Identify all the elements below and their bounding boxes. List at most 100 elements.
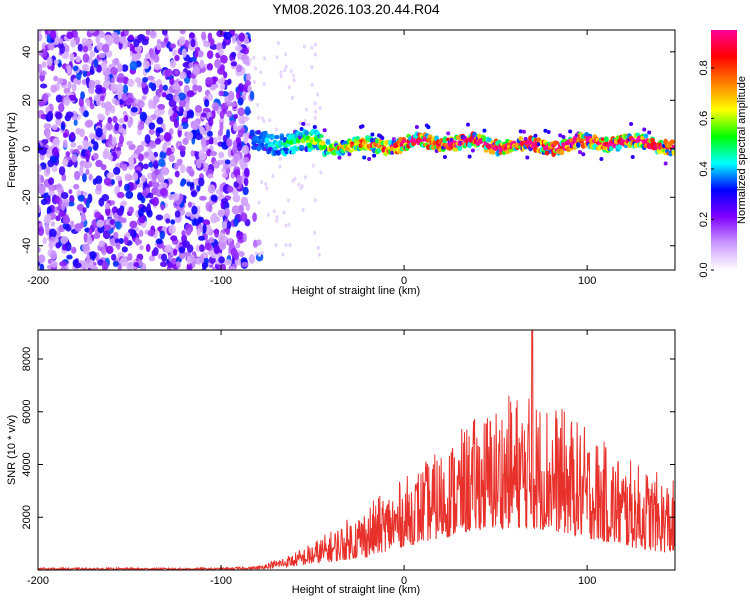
spectrogram-cell <box>194 104 202 113</box>
spectrogram-cell <box>310 65 314 70</box>
spectrogram-cell <box>223 31 232 40</box>
spectrogram-cell <box>81 213 86 223</box>
spectrogram-cell <box>70 141 77 148</box>
spectrogram-cell <box>312 125 317 130</box>
spectrogram-cell <box>46 56 53 67</box>
spectrogram-cell <box>118 117 125 124</box>
spectrogram-cell <box>144 53 151 60</box>
spectrogram-cell <box>559 149 565 156</box>
spectrogram-cell <box>297 182 301 187</box>
spectrogram-cell <box>77 145 83 151</box>
spectrogram-cell <box>256 102 260 107</box>
spectrogram-cell <box>208 237 215 244</box>
spectrogram-cell <box>442 155 447 160</box>
spectrogram-cell <box>141 189 148 197</box>
spectrogram-cell <box>73 119 78 126</box>
spectrogram-cell <box>121 246 128 253</box>
spectrogram-cell <box>128 116 134 126</box>
colorbar-ticks: 0.0 0.2 0.4 0.6 0.8 <box>698 60 714 278</box>
spectrogram-cell <box>57 62 62 68</box>
spectrogram-cell <box>370 132 375 137</box>
spectrogram-cell <box>190 150 195 157</box>
spectrogram-cell <box>179 164 186 174</box>
spectrogram-cell <box>187 201 192 208</box>
spectrogram-cell <box>272 145 278 151</box>
spectrogram-cell <box>204 99 210 108</box>
spectrogram-cell <box>38 33 43 42</box>
spectrogram-cell <box>210 194 218 202</box>
spectrogram-cell <box>148 99 154 109</box>
spectrogram-cell <box>100 164 107 171</box>
spectrogram-cell <box>88 30 96 33</box>
spectrogram-cell <box>179 71 187 80</box>
spectrogram-cell <box>142 76 149 83</box>
spectrogram-cell <box>120 200 128 207</box>
spectrogram-cell <box>132 172 139 182</box>
spectrogram-cell <box>211 109 216 119</box>
spectrogram-cell <box>138 153 144 162</box>
spectrogram-cell <box>172 49 177 57</box>
spectrogram-cell <box>222 172 229 179</box>
spectrogram-cell <box>148 161 154 168</box>
spectrogram-cell <box>281 252 285 257</box>
spectrogram-cell <box>116 207 124 216</box>
spectrogram-cell <box>76 78 82 86</box>
spectrogram-cell <box>647 130 652 135</box>
spectrogram-cell <box>362 155 367 160</box>
spectrogram-cell <box>256 115 260 120</box>
spectrogram-cell <box>230 247 238 257</box>
spectrogram-cell <box>38 226 45 237</box>
spectrogram-cell <box>182 61 191 68</box>
spectrogram-cell <box>148 128 155 135</box>
spectrogram-cell <box>41 61 47 68</box>
spectrogram-cell <box>129 220 138 229</box>
spectrogram-cell <box>178 98 187 108</box>
spectrogram-cell <box>92 233 101 240</box>
spectrogram-cell <box>66 254 73 260</box>
spectrogram-cell <box>45 130 51 141</box>
spectrogram-cell <box>136 100 145 109</box>
spectrogram-cell <box>62 216 71 225</box>
spectrogram-cell <box>71 246 77 254</box>
spectrogram-cell <box>121 163 128 172</box>
spectrogram-cell <box>67 81 72 90</box>
spectrogram-cell <box>94 79 101 86</box>
spectrogram-cell <box>38 30 42 34</box>
spectrogram-cell <box>178 36 186 46</box>
spectrogram-cell <box>47 190 55 196</box>
spectrogram-cell <box>141 95 147 101</box>
spectrogram-cell <box>165 218 171 224</box>
spectrogram-cell <box>284 52 288 57</box>
spectrogram-cell <box>151 181 160 189</box>
spectrogram-cell <box>446 131 451 136</box>
spectrogram-cell <box>199 152 207 161</box>
spectrogram-cell <box>69 195 75 204</box>
spectrogram-cell <box>156 116 164 125</box>
spectrogram-cell <box>104 75 110 82</box>
spectrogram-cell <box>232 169 241 176</box>
spectrogram-cell <box>112 231 119 239</box>
spectrogram-cell <box>65 224 72 232</box>
spectrogram-frame <box>37 29 676 271</box>
spectrogram-cell <box>62 157 69 167</box>
spectrogram-cell <box>127 78 135 87</box>
spectrogram-cell <box>301 207 305 212</box>
spectrogram-cell <box>248 254 256 264</box>
spectrogram-cell <box>192 84 199 91</box>
spectrogram-cell <box>46 110 54 121</box>
spectrogram-cell <box>121 64 129 72</box>
spectrogram-cell <box>116 150 122 156</box>
spectrogram-cell <box>95 183 102 191</box>
spectrogram-cell <box>188 62 194 68</box>
snr-xtick-label: -100 <box>210 575 232 587</box>
spectrogram-cell <box>203 40 211 48</box>
spectrogram-cell <box>118 35 127 44</box>
spectrogram-cell <box>233 113 239 120</box>
spectrogram-cell <box>98 240 106 248</box>
spectrogram-cell <box>153 160 159 169</box>
spectrogram-cell <box>158 84 164 93</box>
spectrogram-cell <box>110 83 118 93</box>
snr-ticks: -200 -100 0 100 2000 4000 6000 8000 <box>21 330 675 587</box>
